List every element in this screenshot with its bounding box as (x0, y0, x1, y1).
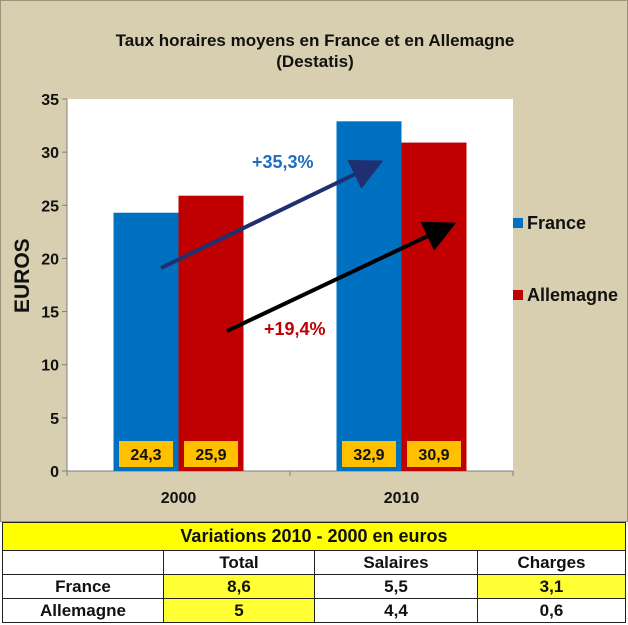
x-tick-label: 2010 (384, 490, 420, 507)
cell-allemagne-total: 5 (163, 598, 315, 623)
table-title: Variations 2010 - 2000 en euros (2, 522, 626, 551)
legend-label-france: France (527, 213, 587, 233)
data-label: 32,9 (353, 447, 384, 464)
data-label-box (407, 441, 461, 467)
y-tick-label: 10 (41, 358, 59, 375)
table-header-row: Total Salaires Charges (2, 550, 626, 575)
data-label: 25,9 (195, 447, 226, 464)
row-label-france: France (2, 574, 164, 599)
y-tick-label: 30 (41, 145, 59, 162)
legend-item-allemagne: Allemagne (513, 285, 618, 306)
cell-france-salaires: 5,5 (314, 574, 478, 599)
table-header-total: Total (163, 550, 315, 575)
y-tick-label: 25 (41, 198, 59, 215)
row-label-allemagne: Allemagne (2, 598, 164, 623)
y-tick-label: 15 (41, 305, 59, 322)
y-tick-label: 0 (50, 464, 59, 481)
data-label-box (119, 441, 173, 467)
y-axis-label: EUROS (11, 238, 34, 313)
bar (113, 212, 179, 471)
bar (178, 195, 244, 471)
variations-table: Variations 2010 - 2000 en euros Total Sa… (2, 522, 626, 623)
table-header-salaires: Salaires (314, 550, 478, 575)
y-tick-label: 5 (50, 411, 59, 428)
table-header-charges: Charges (477, 550, 626, 575)
cell-france-total: 8,6 (163, 574, 315, 599)
chart-panel: 0 5 10 15 20 25 30 35 2000 24,3 25,9 2010 32,9 30,9 T… (0, 0, 628, 522)
annotation-allemagne-pct: +19,4% (264, 319, 326, 339)
table-header-empty (2, 550, 164, 575)
bar (336, 121, 402, 471)
table-row: France 8,6 5,5 3,1 (2, 574, 626, 599)
france-growth-arrow (160, 160, 384, 270)
chart-subtitle: (Destatis) (276, 52, 354, 71)
allemagne-growth-arrow (226, 221, 457, 333)
x-tick-label: 2000 (161, 490, 197, 507)
variations-table-wrap: Variations 2010 - 2000 en euros Total Sa… (0, 522, 628, 625)
cell-france-charges: 3,1 (477, 574, 626, 599)
table-row: Allemagne 5 4,4 0,6 (2, 598, 626, 623)
legend-swatch-allemagne (513, 290, 523, 300)
data-label-box (342, 441, 396, 467)
cell-allemagne-salaires: 4,4 (314, 598, 478, 623)
data-label: 24,3 (130, 447, 161, 464)
data-label: 30,9 (418, 447, 449, 464)
bar (401, 142, 467, 471)
data-label-box (184, 441, 238, 467)
table-title-row: Variations 2010 - 2000 en euros (2, 522, 626, 551)
legend-swatch-france (513, 218, 523, 228)
chart-title: Taux horaires moyens en France et en All… (115, 31, 515, 50)
legend-item-france: France (513, 213, 586, 234)
annotation-france-pct: +35,3% (252, 152, 314, 172)
bar-chart: 0 5 10 15 20 25 30 35 2000 24,3 25,9 2010 32,9 30,9 (41, 92, 514, 507)
cell-allemagne-charges: 0,6 (477, 598, 626, 623)
y-tick-label: 35 (41, 92, 59, 109)
legend-label-allemagne: Allemagne (527, 285, 619, 305)
y-tick-label: 20 (41, 251, 59, 268)
